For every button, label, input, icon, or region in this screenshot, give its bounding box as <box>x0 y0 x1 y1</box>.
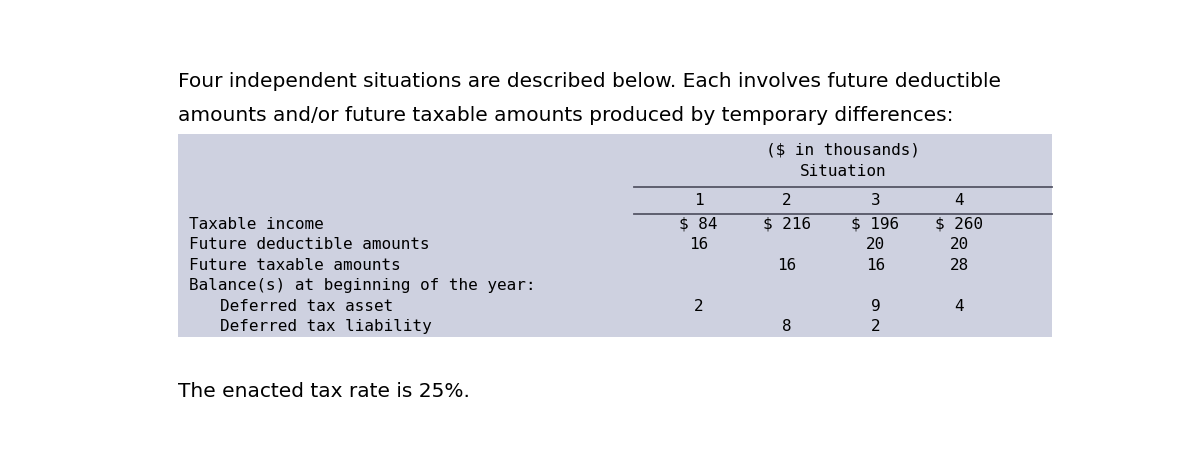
Text: 4: 4 <box>954 299 964 314</box>
Text: 20: 20 <box>865 238 886 252</box>
Text: 1: 1 <box>694 193 703 208</box>
Text: Future deductible amounts: Future deductible amounts <box>190 238 430 252</box>
Text: $ 196: $ 196 <box>851 217 900 232</box>
Text: 28: 28 <box>949 258 968 273</box>
Text: Deferred tax liability: Deferred tax liability <box>220 319 432 334</box>
Text: 2: 2 <box>782 193 792 208</box>
Text: ($ in thousands): ($ in thousands) <box>766 142 920 158</box>
Text: 16: 16 <box>778 258 797 273</box>
Text: Future taxable amounts: Future taxable amounts <box>190 258 401 273</box>
Text: $ 84: $ 84 <box>679 217 718 232</box>
Text: 20: 20 <box>949 238 968 252</box>
Text: Four independent situations are described below. Each involves future deductible: Four independent situations are describe… <box>178 72 1001 91</box>
Text: 4: 4 <box>954 193 964 208</box>
Text: Taxable income: Taxable income <box>190 217 324 232</box>
Text: The enacted tax rate is 25%.: The enacted tax rate is 25%. <box>178 382 469 401</box>
Text: 2: 2 <box>694 299 703 314</box>
Text: Deferred tax asset: Deferred tax asset <box>220 299 394 314</box>
Text: 16: 16 <box>689 238 708 252</box>
Text: 2: 2 <box>870 319 881 334</box>
Text: 9: 9 <box>870 299 881 314</box>
Text: Situation: Situation <box>799 164 886 179</box>
Text: amounts and/or future taxable amounts produced by temporary differences:: amounts and/or future taxable amounts pr… <box>178 106 953 125</box>
Text: $ 216: $ 216 <box>763 217 811 232</box>
Text: $ 260: $ 260 <box>935 217 983 232</box>
Text: Balance(s) at beginning of the year:: Balance(s) at beginning of the year: <box>190 278 535 293</box>
Text: 8: 8 <box>782 319 792 334</box>
Text: 3: 3 <box>870 193 881 208</box>
Text: 16: 16 <box>865 258 886 273</box>
